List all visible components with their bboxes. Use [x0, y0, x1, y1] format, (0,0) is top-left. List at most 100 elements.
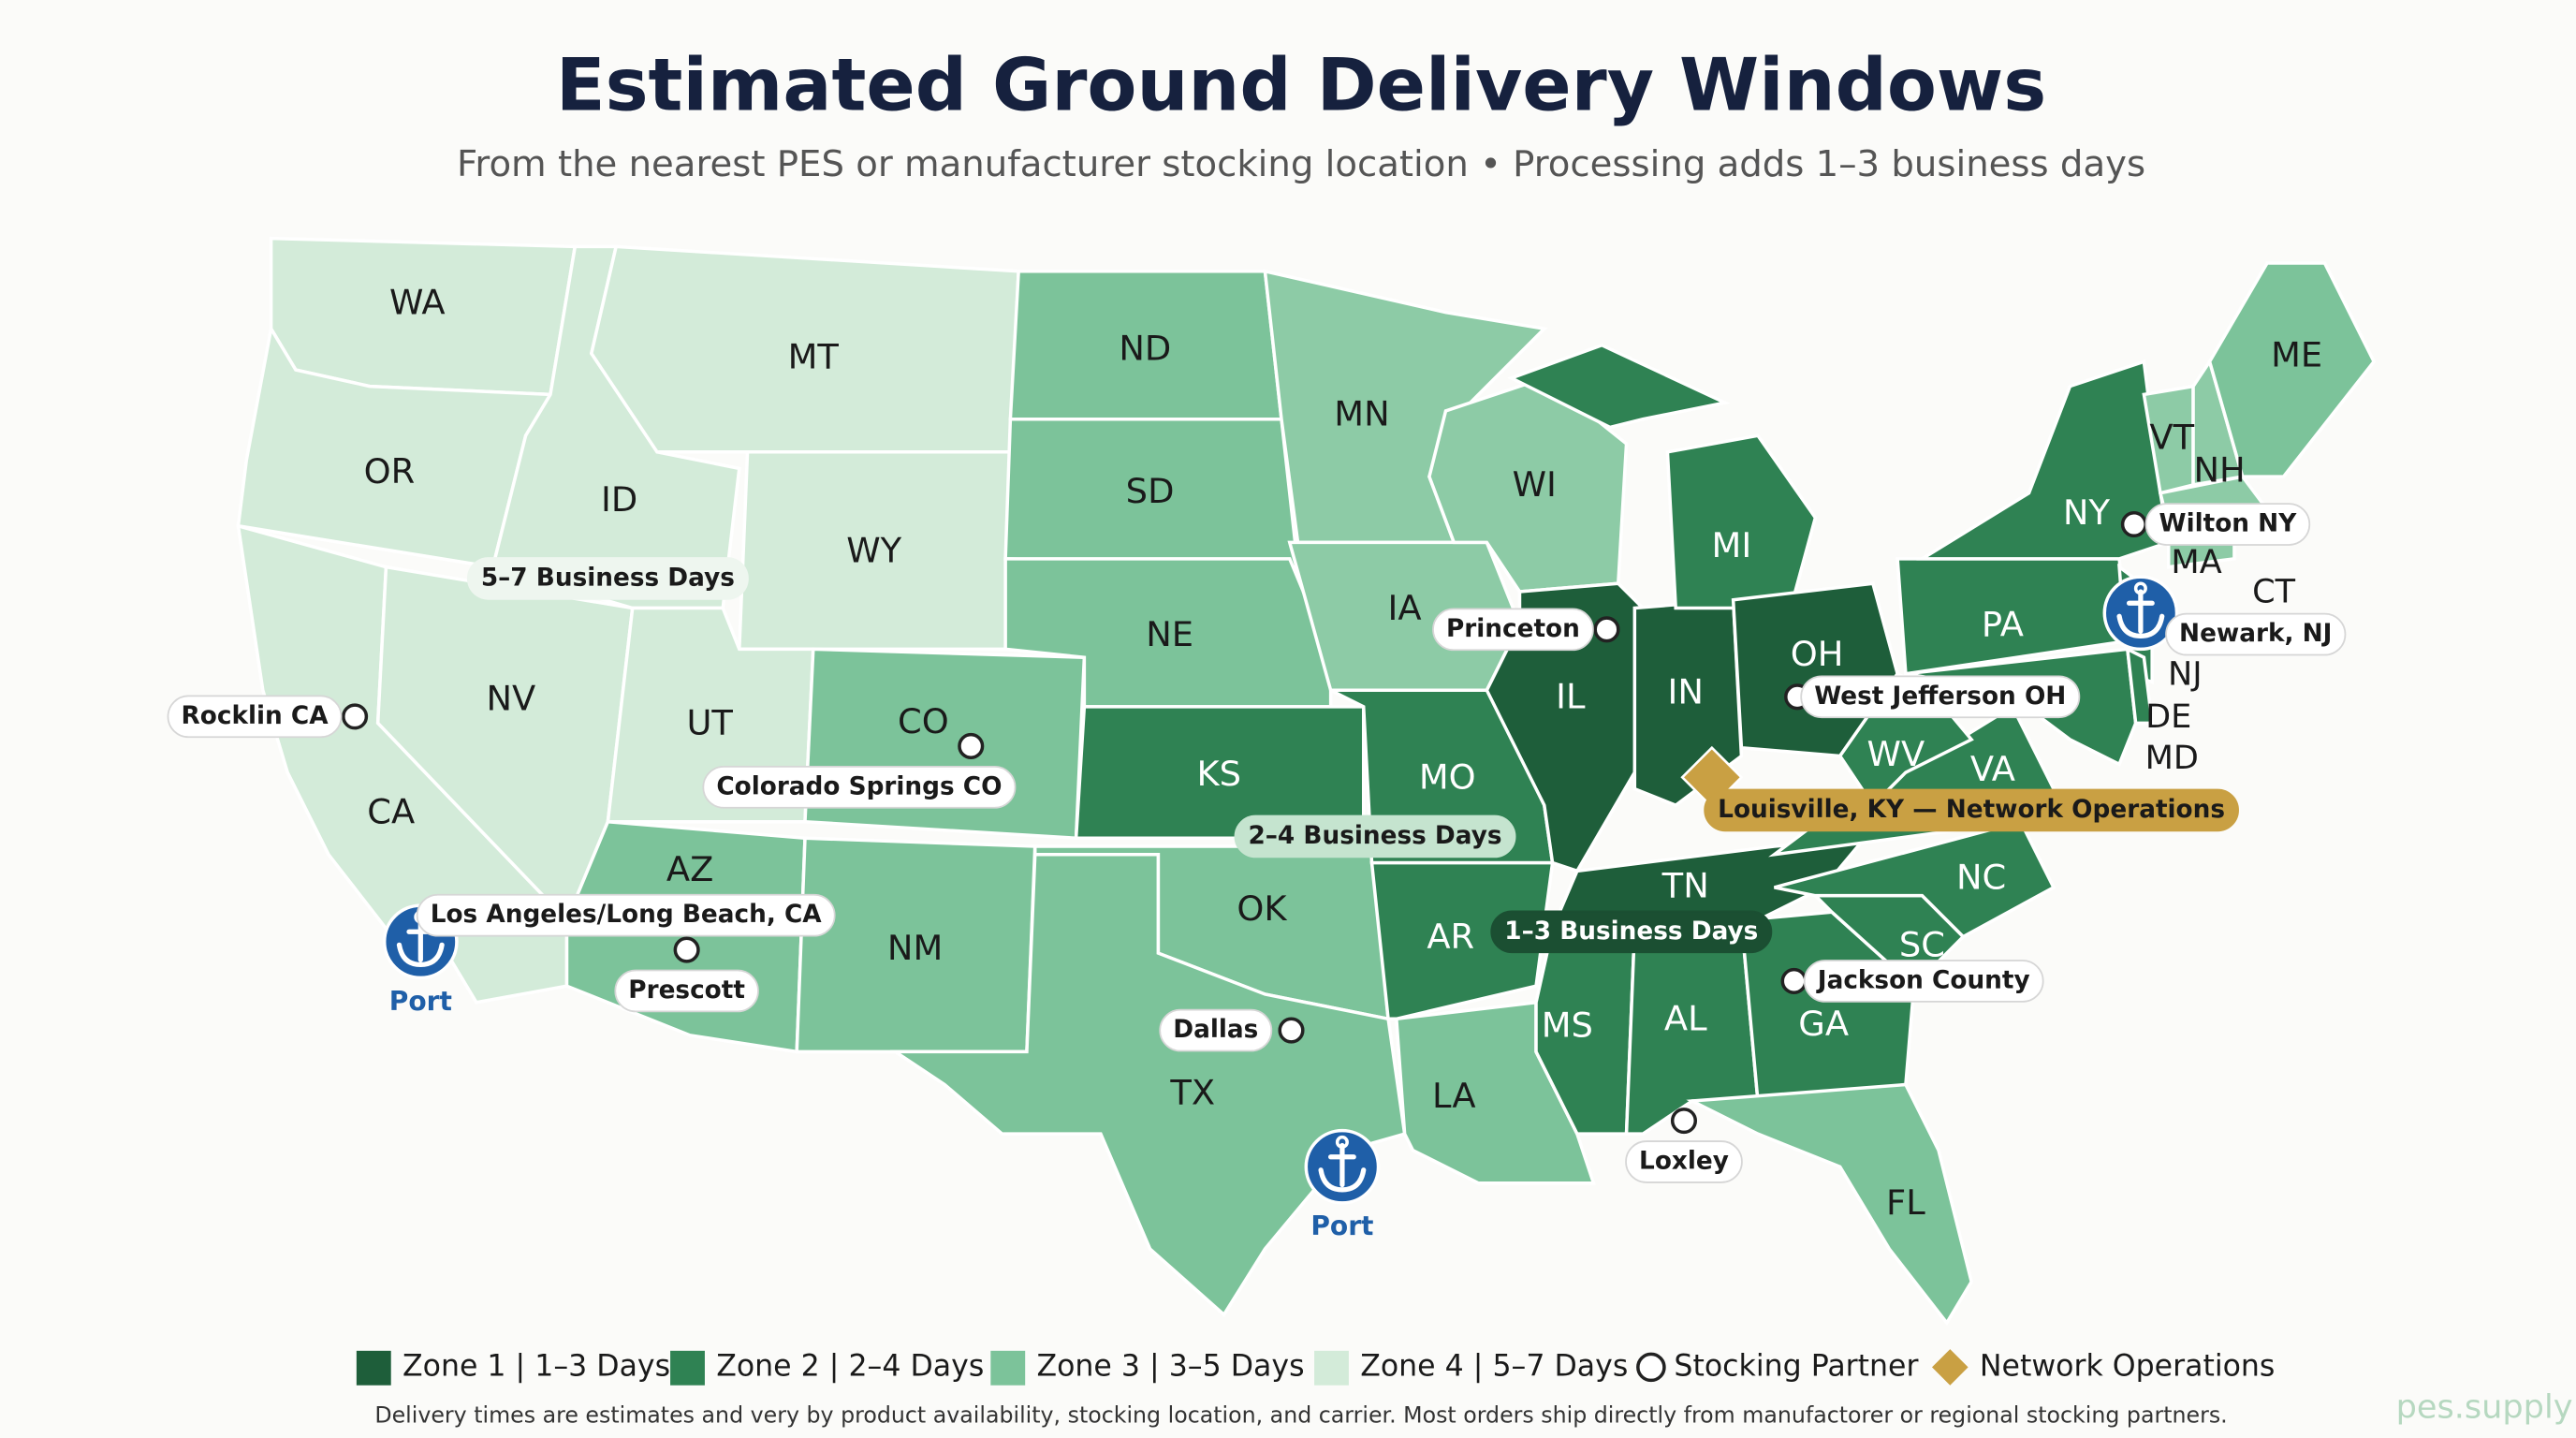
stocking-partner-marker [1278, 1017, 1305, 1044]
pill-background [1234, 814, 1516, 858]
state-label: IL [1556, 677, 1586, 717]
state-label: MA [2171, 543, 2221, 581]
anchor-ring [2133, 581, 2147, 595]
state-label: UT [686, 703, 733, 743]
pill-background [416, 893, 836, 937]
legend-swatch [1932, 1349, 1969, 1386]
state-label: ID [601, 479, 637, 520]
state-label: NJ [2168, 654, 2203, 693]
legend-label: Stocking Partner [1674, 1349, 1918, 1383]
stocking-partner-marker [1670, 1108, 1698, 1135]
state-label: LA [1432, 1076, 1476, 1116]
stocking-partner-marker [1593, 616, 1620, 643]
state [1686, 1082, 1974, 1327]
port-caption: Port [1310, 1211, 1373, 1241]
state-label: NM [887, 928, 943, 968]
stocking-partner-label: Jackson County [1816, 966, 2030, 994]
state-label: MD [2145, 739, 2199, 777]
state-label: WV [1867, 734, 1925, 774]
state-label: PA [1982, 604, 2024, 644]
state-label: AL [1664, 999, 1707, 1039]
pill-background [2144, 503, 2311, 546]
pill-background [1625, 1140, 1743, 1183]
stocking-partner-label: Loxley [1639, 1148, 1729, 1176]
zone-label: 5–7 Business Days [481, 564, 735, 592]
state-label: NE [1146, 614, 1193, 654]
stocking-partner-label: Dallas [1173, 1016, 1258, 1044]
network-operations-label: Louisville, KY — Network Operations [1718, 796, 2225, 824]
port-label: Newark, NJ [2179, 620, 2332, 648]
anchor-glyph [2116, 589, 2165, 639]
pill-background [1432, 608, 1594, 652]
state-label: NC [1956, 858, 2006, 898]
state-label: OR [364, 451, 416, 492]
state-label: NV [486, 678, 535, 718]
state-label: NY [2063, 492, 2111, 533]
state [2125, 646, 2155, 726]
anchor-glyph [1318, 1142, 1367, 1193]
legend-label: Zone 4 | 5–7 Days [1360, 1349, 1628, 1383]
anchor-ring [1335, 1135, 1349, 1149]
stocking-partner-label: Rocklin CA [182, 702, 329, 730]
stocking-partner-label: Princeton [1446, 615, 1580, 643]
state-label: GA [1798, 1004, 1849, 1044]
state-label: FL [1886, 1182, 1925, 1223]
state-label: MN [1334, 394, 1389, 434]
state [1485, 581, 1645, 873]
state-label: WY [846, 530, 901, 570]
pill-background [2165, 612, 2347, 656]
state-label: MI [1712, 525, 1752, 565]
stocking-partner-marker [958, 732, 985, 759]
state-label: SC [1899, 925, 1945, 965]
state-label: CT [2252, 573, 2296, 611]
state [889, 853, 1407, 1317]
state-label: KS [1197, 754, 1242, 794]
state-label: WA [389, 282, 446, 322]
legend-swatch [1314, 1350, 1349, 1386]
state-label: DE [2145, 697, 2191, 736]
overlay: WA OR CA NV ID MT WY UT CO AZ NM ND SD NE KS OK TX MN IA MO… [167, 282, 2347, 1386]
port-label: Los Angeles/Long Beach, CA [431, 901, 823, 929]
state-label: ME [2271, 335, 2322, 375]
subtitle: From the nearest PES or manufacturer sto… [457, 143, 2145, 185]
pill-background [702, 766, 1017, 809]
stocking-partner-label: Wilton NY [2159, 510, 2298, 538]
state [1507, 343, 1818, 610]
states [236, 236, 2377, 1327]
pill-background [614, 969, 759, 1013]
watermark: pes.supply [2396, 1387, 2573, 1426]
pill-background [1800, 675, 2081, 719]
legend-swatch [356, 1350, 391, 1386]
state-label: VT [2149, 417, 2194, 457]
pill-background [167, 695, 343, 739]
zone-label: 1–3 Business Days [1504, 917, 1758, 946]
stocking-partner-label: Colorado Springs CO [716, 772, 1002, 800]
legend-label: Zone 1 | 1–3 Days [402, 1349, 670, 1383]
state-label: OH [1791, 634, 1844, 674]
stocking-partner-label: Prescott [628, 976, 745, 1005]
state-label: CO [898, 701, 949, 741]
state-label: OK [1237, 888, 1287, 929]
state-label: MO [1419, 757, 1476, 798]
state-label: IN [1668, 671, 1704, 712]
pill-background [1803, 960, 2044, 1003]
legend-swatch [1636, 1352, 1666, 1383]
state-label: CA [367, 791, 415, 831]
state-label: TX [1169, 1073, 1215, 1113]
state-label: MT [788, 336, 840, 376]
legend-label: Zone 3 | 3–5 Days [1036, 1349, 1304, 1383]
state-label: TN [1661, 865, 1709, 905]
stocking-partner-marker [2120, 510, 2147, 538]
pill-background [466, 557, 749, 600]
legend-label: Network Operations [1980, 1349, 2276, 1383]
zone-label: 2–4 Business Days [1248, 822, 1501, 850]
port-caption: Port [389, 986, 452, 1017]
legend-label: Zone 2 | 2–4 Days [716, 1349, 984, 1383]
pill-background [1704, 788, 2239, 832]
state-label: SD [1126, 471, 1175, 511]
state-label: NH [2194, 449, 2246, 490]
stocking-partner-marker [342, 703, 369, 730]
legend-swatch [670, 1350, 705, 1386]
